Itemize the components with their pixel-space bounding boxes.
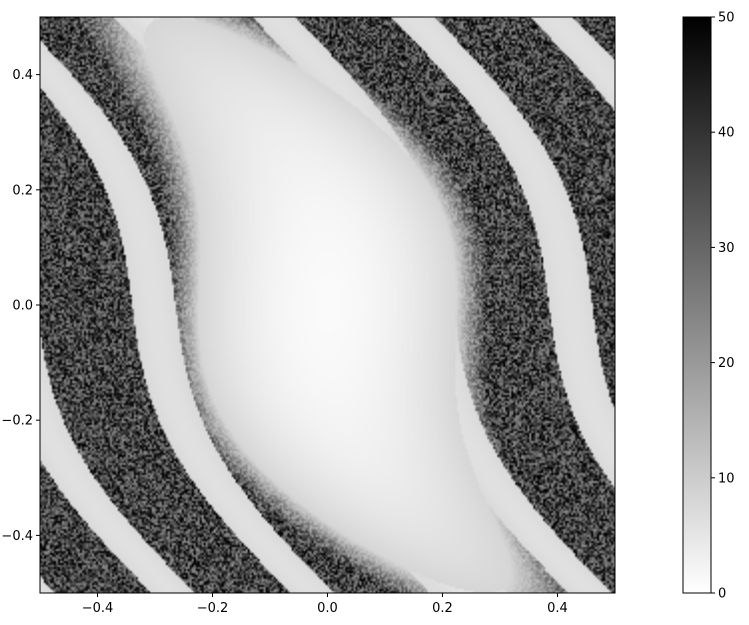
- y-tick-label: 0.2: [12, 183, 33, 198]
- x-tick-label: −0.2: [197, 601, 229, 616]
- x-tick-label: −0.4: [82, 601, 114, 616]
- y-tick-label: 0.4: [12, 68, 33, 83]
- y-axis: −0.4 −0.2 0.0 0.2 0.4: [1, 68, 40, 544]
- colorbar-tick-label: 10: [718, 471, 735, 486]
- y-tick-label: 0.0: [12, 299, 33, 314]
- y-tick-label: −0.4: [1, 529, 33, 544]
- heatmap-image: [40, 17, 615, 593]
- colorbar-tick-label: 40: [718, 126, 735, 141]
- colorbar-ticks: 0 10 20 30 40 50: [711, 11, 735, 602]
- x-tick-label: 0.0: [317, 601, 338, 616]
- colorbar-gradient: [682, 16, 712, 594]
- y-tick-label: −0.2: [1, 414, 33, 429]
- colorbar-tick-label: 20: [718, 356, 735, 371]
- colorbar-tick-label: 30: [718, 241, 735, 256]
- x-axis: −0.4 −0.2 0.0 0.2 0.4: [82, 593, 568, 616]
- x-tick-label: 0.2: [432, 601, 453, 616]
- colorbar-tick-label: 0: [718, 587, 726, 602]
- colorbar-tick-label: 50: [718, 11, 735, 26]
- heatmap-plot-area: [39, 16, 616, 594]
- x-tick-label: 0.4: [547, 601, 568, 616]
- colorbar: 0 10 20 30 40 50: [682, 11, 735, 602]
